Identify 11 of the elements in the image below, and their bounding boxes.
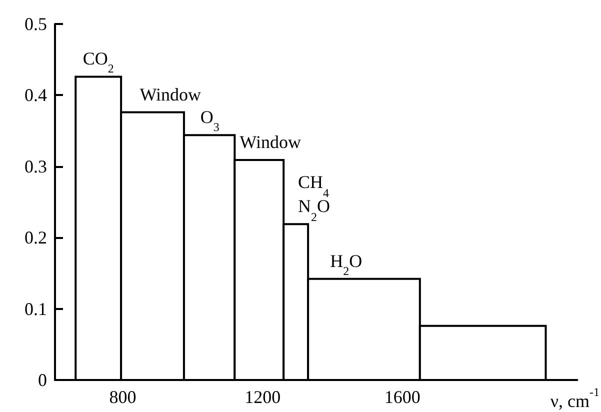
y-tick-label: 0.2	[24, 228, 47, 248]
x-tick-label: 800	[109, 387, 136, 407]
y-tick-label: 0	[38, 370, 47, 390]
y-tick-label: 0.3	[24, 156, 47, 176]
y-tick-label: 0.1	[24, 298, 47, 319]
x-tick-label: 1200	[244, 387, 281, 407]
x-tick-label: 1600	[384, 387, 420, 407]
annotation: Window	[240, 132, 301, 152]
y-tick-label: 0.4	[24, 85, 47, 106]
y-tick-label: 0.5	[24, 14, 47, 34]
annotation: Window	[140, 84, 201, 104]
